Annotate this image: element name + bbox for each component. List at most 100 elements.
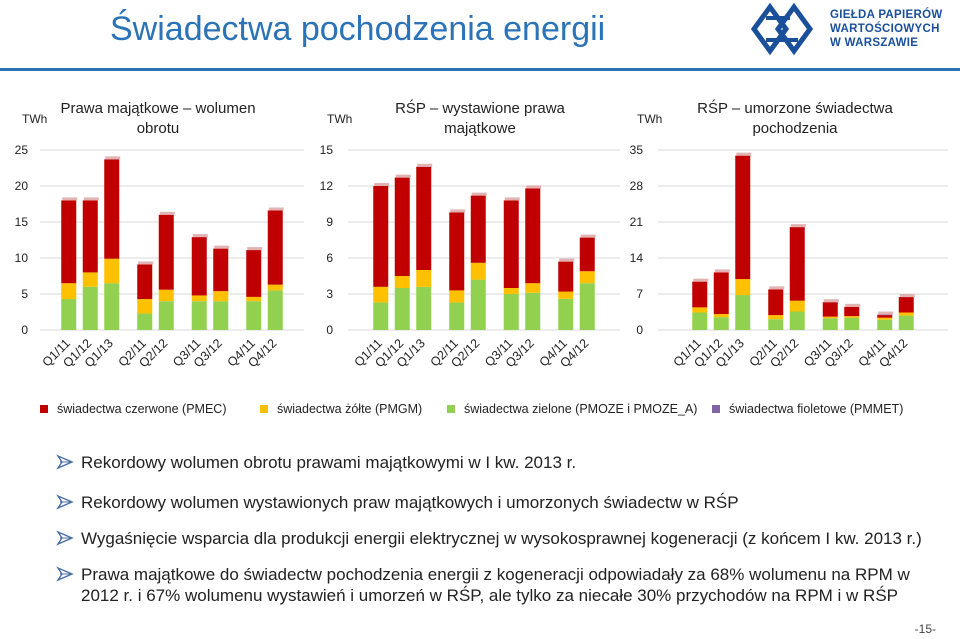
bar-segment <box>61 299 77 330</box>
bar-segment <box>267 290 283 330</box>
bar-segment <box>789 300 805 312</box>
bar-top-cap <box>878 311 894 315</box>
bullet-item: Prawa majątkowe do świadectw pochodzenia… <box>55 564 915 606</box>
bar-top-cap <box>83 197 99 201</box>
bar-segment <box>768 315 784 320</box>
bar-segment <box>692 281 708 308</box>
bar-segment <box>104 258 120 284</box>
legend-item-pmec: świadectwa czerwone (PMEC) <box>40 402 227 416</box>
logo-line: GIEŁDA PAPIERÓW <box>830 9 943 21</box>
bar-segment <box>503 294 519 330</box>
bullet-item: Wygaśnięcie wsparcia dla produkcji energ… <box>55 528 922 549</box>
bar-segment <box>713 272 729 315</box>
gpw-logo-icon <box>750 2 814 56</box>
chart-title-line: obrotu <box>137 120 180 137</box>
bar-segment <box>735 295 751 330</box>
bullet-icon <box>56 566 74 582</box>
bar-segment <box>61 283 77 300</box>
bar-top-cap <box>138 261 154 265</box>
y-tick-label: 28 <box>630 179 644 193</box>
bar-segment <box>877 315 893 318</box>
y-unit-label: TWh <box>327 112 352 126</box>
bar-segment <box>735 155 751 280</box>
bar-segment <box>558 261 574 292</box>
bar-segment <box>213 291 229 302</box>
bar-top-cap <box>105 156 121 160</box>
bar-segment <box>470 279 486 330</box>
y-tick-label: 25 <box>15 143 29 157</box>
bar-segment <box>158 301 174 330</box>
bar-top-cap <box>395 174 411 178</box>
legend-item-pmmet: świadectwa fioletowe (PMMET) <box>712 402 903 416</box>
bar-segment <box>394 288 410 330</box>
bar-segment <box>470 262 486 280</box>
bar-segment <box>503 288 519 294</box>
bar-segment <box>246 250 262 297</box>
legend-swatch-violet <box>712 405 720 413</box>
bar-segment <box>692 307 708 313</box>
bullet-icon <box>56 494 74 510</box>
bar-segment <box>82 286 98 330</box>
bar-top-cap <box>214 245 230 249</box>
y-tick-label: 0 <box>636 323 643 337</box>
bar-top-cap <box>374 183 390 186</box>
legend-item-pmgm: świadectwa żółte (PMGM) <box>260 402 422 416</box>
bar-segment <box>898 312 914 316</box>
y-tick-label: 0 <box>21 323 28 337</box>
bar-segment <box>137 299 153 314</box>
chart-title-line: RŚP – umorzone świadectwa <box>697 99 893 117</box>
y-tick-label: 14 <box>630 251 644 265</box>
bar-segment <box>525 283 541 293</box>
bar-segment <box>713 314 729 318</box>
bar-segment <box>373 186 389 287</box>
y-tick-label: 0 <box>326 323 333 337</box>
bar-segment <box>470 195 486 263</box>
y-tick-label: 10 <box>15 251 29 265</box>
legend-label: świadectwa zielone (PMOZE i PMOZE_A) <box>464 402 698 416</box>
bar-top-cap <box>526 185 542 189</box>
logo-line: W WARSZAWIE <box>830 37 919 49</box>
bar-segment <box>267 210 283 285</box>
y-tick-label: 9 <box>326 215 333 229</box>
y-tick-label: 7 <box>636 287 643 301</box>
bar-top-cap <box>192 234 208 238</box>
bar-top-cap <box>450 209 466 213</box>
bar-segment <box>137 264 153 300</box>
bullet-icon <box>56 530 74 546</box>
bullet-text: Rekordowy wolumen wystawionych praw mają… <box>81 493 739 512</box>
bar-top-cap <box>899 294 915 298</box>
bullet-item: Rekordowy wolumen wystawionych praw mają… <box>55 492 739 513</box>
bar-segment <box>61 200 77 284</box>
bar-segment <box>844 306 860 317</box>
legend-label: świadectwa czerwone (PMEC) <box>57 402 227 416</box>
page-number: -15- <box>914 622 936 636</box>
bar-segment <box>449 212 465 291</box>
bullet-text: Prawa majątkowe do świadectw pochodzenia… <box>81 565 910 605</box>
bar-segment <box>713 317 729 330</box>
bar-segment <box>768 319 784 330</box>
logo-line: WARTOŚCIOWYCH <box>830 23 940 35</box>
bar-segment <box>844 316 860 318</box>
bar-segment <box>844 317 860 330</box>
bar-segment <box>558 291 574 299</box>
bar-segment <box>158 214 174 290</box>
chart-title-line: Prawa majątkowe – wolumen <box>60 100 255 117</box>
bullet-item: Rekordowy wolumen obrotu prawami majątko… <box>55 452 576 473</box>
bar-segment <box>735 279 751 296</box>
bar-segment <box>789 227 805 301</box>
bar-top-cap <box>769 286 785 290</box>
bar-segment <box>898 297 914 313</box>
bullet-text: Rekordowy wolumen obrotu prawami majątko… <box>81 453 577 472</box>
bar-top-cap <box>559 258 575 262</box>
bar-segment <box>394 177 410 276</box>
bar-segment <box>822 302 838 317</box>
bar-top-cap <box>714 269 730 273</box>
bar-segment <box>416 270 432 287</box>
bar-segment <box>82 272 98 287</box>
y-tick-label: 15 <box>15 215 29 229</box>
bar-top-cap <box>247 247 263 251</box>
bar-top-cap <box>504 197 520 201</box>
bar-segment <box>104 283 120 330</box>
bar-top-cap <box>790 224 806 228</box>
bar-segment <box>82 200 98 273</box>
